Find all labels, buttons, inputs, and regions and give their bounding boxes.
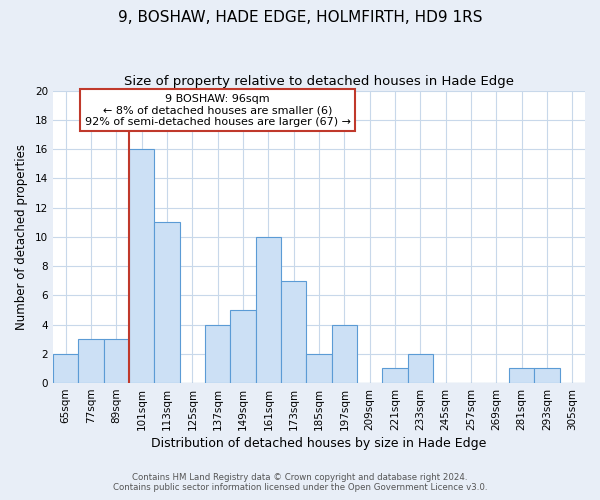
Bar: [407, 354, 433, 383]
Text: 9, BOSHAW, HADE EDGE, HOLMFIRTH, HD9 1RS: 9, BOSHAW, HADE EDGE, HOLMFIRTH, HD9 1RS: [118, 10, 482, 25]
Bar: [281, 280, 307, 383]
X-axis label: Distribution of detached houses by size in Hade Edge: Distribution of detached houses by size …: [151, 437, 487, 450]
Title: Size of property relative to detached houses in Hade Edge: Size of property relative to detached ho…: [124, 75, 514, 88]
Bar: [53, 354, 79, 383]
Text: 9 BOSHAW: 96sqm
← 8% of detached houses are smaller (6)
92% of semi-detached hou: 9 BOSHAW: 96sqm ← 8% of detached houses …: [85, 94, 351, 127]
Bar: [509, 368, 535, 383]
Bar: [535, 368, 560, 383]
Bar: [104, 339, 129, 383]
Bar: [79, 339, 104, 383]
Bar: [129, 149, 154, 383]
Y-axis label: Number of detached properties: Number of detached properties: [15, 144, 28, 330]
Text: Contains HM Land Registry data © Crown copyright and database right 2024.
Contai: Contains HM Land Registry data © Crown c…: [113, 473, 487, 492]
Bar: [307, 354, 332, 383]
Bar: [382, 368, 407, 383]
Bar: [205, 324, 230, 383]
Bar: [256, 237, 281, 383]
Bar: [154, 222, 180, 383]
Bar: [332, 324, 357, 383]
Bar: [230, 310, 256, 383]
